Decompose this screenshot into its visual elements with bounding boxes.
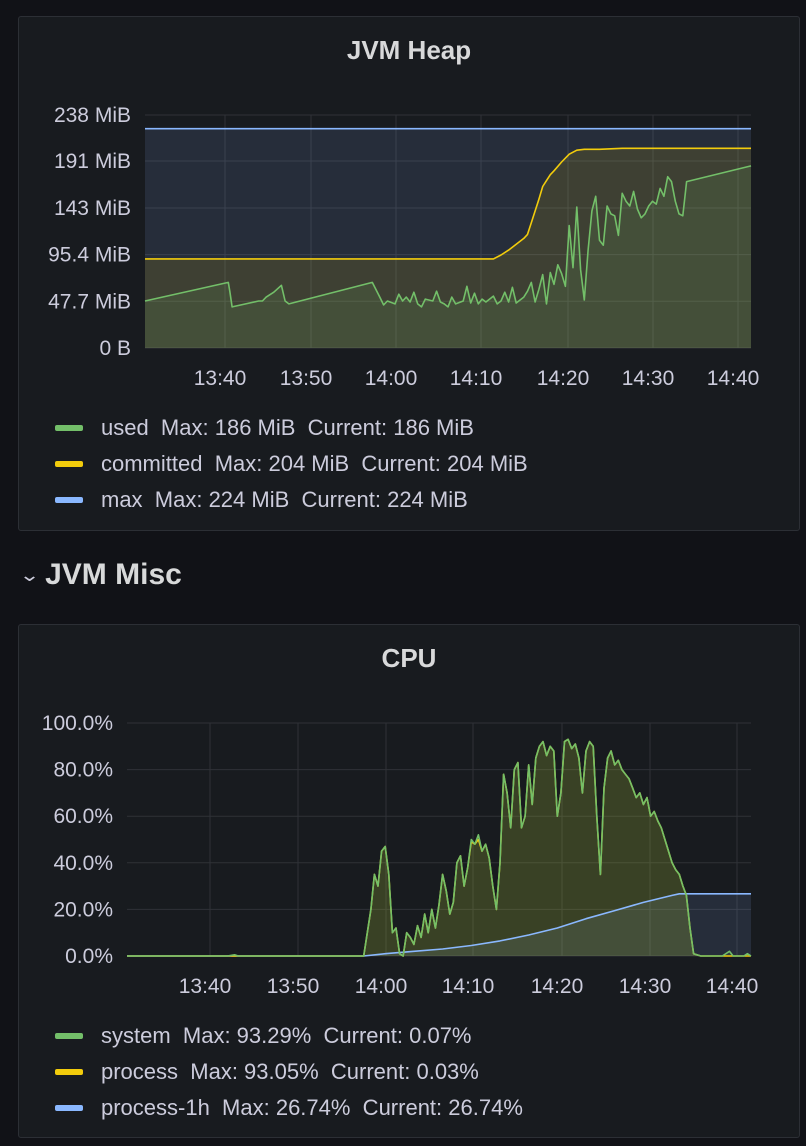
x-tick-label: 13:40 — [179, 975, 232, 998]
legend: used Max: 186 MiB Current: 186 MiB commit… — [55, 410, 528, 518]
series-area-committed — [145, 148, 751, 348]
y-tick-label: 95.4 MiB — [48, 244, 131, 267]
legend-item-system[interactable]: system Max: 93.29% Current: 0.07% — [55, 1018, 523, 1054]
x-tick-label: 14:00 — [365, 367, 418, 390]
series-area-process-1h — [127, 893, 751, 956]
legend-swatch — [55, 425, 83, 431]
x-tick-label: 13:50 — [267, 975, 320, 998]
cpu-panel: CPU 100.0% 80.0% 60.0% 40.0% 20.0% 0.0% 13:40 1… — [18, 624, 800, 1138]
legend-label: process-1h Max: 26.74% Current: 26.74% — [101, 1095, 523, 1120]
legend-swatch — [55, 461, 83, 467]
chevron-down-icon[interactable]: ⌄ — [18, 564, 41, 585]
y-tick-label: 47.7 MiB — [48, 290, 131, 313]
y-tick-label: 20.0% — [53, 898, 113, 921]
legend-label: system Max: 93.29% Current: 0.07% — [101, 1023, 472, 1048]
y-tick-label: 0.0% — [65, 945, 113, 968]
y-tick-label: 0 B — [99, 337, 131, 360]
jvm-heap-panel: JVM Heap 238 MiB 191 MiB 143 MiB 95.4 MiB 47… — [18, 16, 800, 531]
legend-label: max Max: 224 MiB Current: 224 MiB — [101, 487, 468, 512]
y-tick-label: 80.0% — [53, 759, 113, 782]
series-line-committed[interactable] — [145, 147, 751, 260]
legend-swatch — [55, 1069, 83, 1075]
legend-label: used Max: 186 MiB Current: 186 MiB — [101, 415, 474, 440]
x-tick-label: 14:20 — [531, 975, 584, 998]
x-tick-label: 14:00 — [355, 975, 408, 998]
x-tick-label: 14:30 — [619, 975, 672, 998]
panel-title[interactable]: JVM Heap — [346, 35, 472, 65]
legend-swatch — [55, 1033, 83, 1039]
legend-item-process-1h[interactable]: process-1h Max: 26.74% Current: 26.74% — [55, 1090, 523, 1126]
panel-title[interactable]: CPU — [381, 643, 437, 673]
legend-item-used[interactable]: used Max: 186 MiB Current: 186 MiB — [55, 410, 528, 446]
legend-item-process[interactable]: process Max: 93.05% Current: 0.03% — [55, 1054, 523, 1090]
x-tick-label: 14:30 — [622, 367, 675, 390]
y-tick-label: 238 MiB — [54, 104, 131, 127]
series-line-process-1h[interactable] — [127, 893, 751, 957]
x-tick-label: 14:20 — [537, 367, 590, 390]
row-title: JVM Misc — [45, 558, 182, 591]
y-tick-label: 60.0% — [53, 805, 113, 828]
y-tick-label: 191 MiB — [54, 150, 131, 173]
series-line-system[interactable] — [127, 738, 752, 957]
x-tick-label: 14:40 — [707, 367, 760, 390]
x-tick-label: 13:50 — [280, 367, 333, 390]
y-tick-label: 143 MiB — [54, 197, 131, 220]
x-tick-label: 14:40 — [706, 975, 759, 998]
x-tick-label: 14:10 — [450, 367, 503, 390]
legend-item-max[interactable]: max Max: 224 MiB Current: 224 MiB — [55, 482, 528, 518]
legend-label: process Max: 93.05% Current: 0.03% — [101, 1059, 479, 1084]
series-area-max — [145, 128, 751, 348]
x-tick-label: 13:40 — [194, 367, 247, 390]
y-tick-label: 100.0% — [42, 712, 113, 735]
jvm-heap-chart: 238 MiB 191 MiB 143 MiB 95.4 MiB 47.7 MiB 0 B… — [48, 104, 760, 390]
legend-item-committed[interactable]: committed Max: 204 MiB Current: 204 MiB — [55, 446, 528, 482]
series-line-used[interactable] — [144, 165, 752, 308]
series-area-system — [127, 739, 751, 956]
legend-swatch — [55, 1105, 83, 1111]
legend: system Max: 93.29% Current: 0.07% process… — [55, 1018, 523, 1126]
grid — [145, 114, 751, 349]
y-tick-label: 40.0% — [53, 852, 113, 875]
legend-label: committed Max: 204 MiB Current: 204 MiB — [101, 451, 528, 476]
cpu-chart: 100.0% 80.0% 60.0% 40.0% 20.0% 0.0% 13:40 13:50… — [42, 712, 759, 998]
legend-swatch — [55, 497, 83, 503]
x-tick-label: 14:10 — [442, 975, 495, 998]
row-header-jvm-misc[interactable]: ⌄ JVM Misc — [18, 558, 182, 592]
